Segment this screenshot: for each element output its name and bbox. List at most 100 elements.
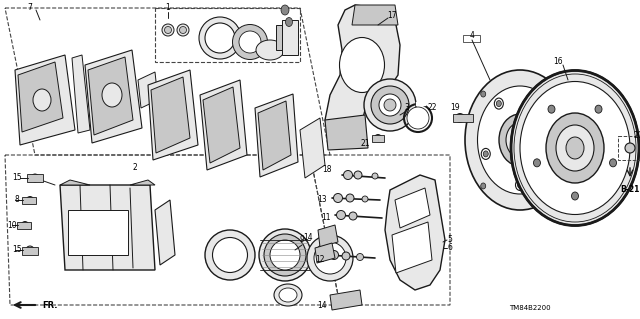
Text: 14: 14 — [303, 234, 313, 242]
Ellipse shape — [539, 100, 543, 107]
Ellipse shape — [232, 25, 268, 60]
Ellipse shape — [33, 89, 51, 111]
Text: 11: 11 — [321, 213, 331, 222]
Text: 5: 5 — [447, 235, 452, 244]
Ellipse shape — [102, 83, 122, 107]
Text: 7: 7 — [28, 4, 33, 12]
Ellipse shape — [609, 159, 616, 167]
Ellipse shape — [26, 246, 34, 254]
Ellipse shape — [307, 235, 353, 281]
Ellipse shape — [550, 148, 559, 160]
Polygon shape — [60, 185, 155, 270]
Ellipse shape — [372, 173, 378, 179]
Ellipse shape — [179, 26, 186, 33]
Ellipse shape — [354, 171, 362, 179]
Ellipse shape — [314, 242, 346, 274]
Ellipse shape — [554, 183, 559, 189]
Ellipse shape — [274, 284, 302, 306]
Polygon shape — [138, 72, 158, 108]
Bar — [27, 174, 43, 182]
Ellipse shape — [22, 221, 29, 228]
Polygon shape — [330, 290, 362, 310]
Text: 4: 4 — [470, 31, 474, 40]
Ellipse shape — [481, 148, 490, 160]
Ellipse shape — [270, 240, 300, 270]
Polygon shape — [352, 5, 398, 25]
Ellipse shape — [205, 230, 255, 280]
Text: 19: 19 — [450, 103, 460, 113]
Polygon shape — [325, 115, 368, 150]
Ellipse shape — [281, 5, 289, 15]
Ellipse shape — [379, 94, 401, 116]
Bar — [453, 114, 473, 122]
Ellipse shape — [337, 211, 346, 219]
Polygon shape — [151, 77, 190, 153]
Ellipse shape — [256, 40, 284, 60]
Ellipse shape — [333, 194, 342, 203]
Text: 21: 21 — [360, 138, 370, 147]
Text: 20: 20 — [633, 130, 640, 139]
Polygon shape — [385, 175, 445, 290]
Polygon shape — [88, 57, 133, 135]
Polygon shape — [258, 101, 291, 170]
Ellipse shape — [595, 105, 602, 113]
Text: 9: 9 — [300, 235, 305, 244]
Ellipse shape — [339, 38, 385, 93]
Ellipse shape — [515, 180, 525, 190]
Ellipse shape — [330, 250, 339, 259]
Ellipse shape — [481, 91, 486, 97]
Text: 13: 13 — [317, 196, 327, 204]
Ellipse shape — [205, 23, 235, 53]
Ellipse shape — [384, 99, 396, 111]
Ellipse shape — [554, 91, 559, 97]
Ellipse shape — [534, 159, 540, 167]
Ellipse shape — [483, 151, 488, 157]
Polygon shape — [200, 80, 247, 170]
Ellipse shape — [26, 197, 33, 204]
Ellipse shape — [285, 18, 292, 26]
Ellipse shape — [371, 86, 409, 124]
Polygon shape — [148, 70, 198, 160]
Ellipse shape — [518, 182, 522, 188]
Ellipse shape — [499, 114, 541, 166]
Polygon shape — [60, 180, 90, 185]
Text: 14: 14 — [317, 300, 327, 309]
Polygon shape — [15, 55, 75, 145]
Ellipse shape — [349, 212, 357, 220]
Text: 16: 16 — [553, 57, 563, 66]
Bar — [17, 222, 31, 229]
Text: B-21: B-21 — [620, 186, 640, 195]
Text: 15: 15 — [12, 174, 22, 182]
Text: 10: 10 — [7, 220, 17, 229]
Ellipse shape — [164, 26, 172, 33]
Ellipse shape — [456, 114, 465, 122]
Bar — [22, 247, 38, 255]
Polygon shape — [155, 200, 175, 265]
Ellipse shape — [465, 70, 575, 210]
Polygon shape — [300, 118, 325, 178]
Ellipse shape — [344, 170, 353, 180]
Bar — [618, 136, 640, 160]
Polygon shape — [318, 225, 338, 247]
Ellipse shape — [279, 288, 297, 302]
Ellipse shape — [513, 131, 527, 149]
Polygon shape — [130, 180, 155, 185]
Ellipse shape — [497, 100, 501, 107]
Ellipse shape — [342, 252, 350, 260]
Ellipse shape — [407, 107, 429, 129]
Polygon shape — [325, 5, 400, 148]
Ellipse shape — [481, 183, 486, 189]
Polygon shape — [255, 94, 298, 177]
Ellipse shape — [259, 229, 311, 281]
Ellipse shape — [362, 196, 368, 202]
Ellipse shape — [31, 174, 39, 182]
Ellipse shape — [546, 113, 604, 183]
Ellipse shape — [364, 79, 416, 131]
Ellipse shape — [239, 31, 261, 53]
Ellipse shape — [556, 125, 594, 171]
Text: 6: 6 — [447, 243, 452, 253]
Ellipse shape — [506, 122, 534, 158]
Polygon shape — [282, 20, 298, 55]
Ellipse shape — [494, 98, 503, 109]
Bar — [68, 210, 128, 255]
